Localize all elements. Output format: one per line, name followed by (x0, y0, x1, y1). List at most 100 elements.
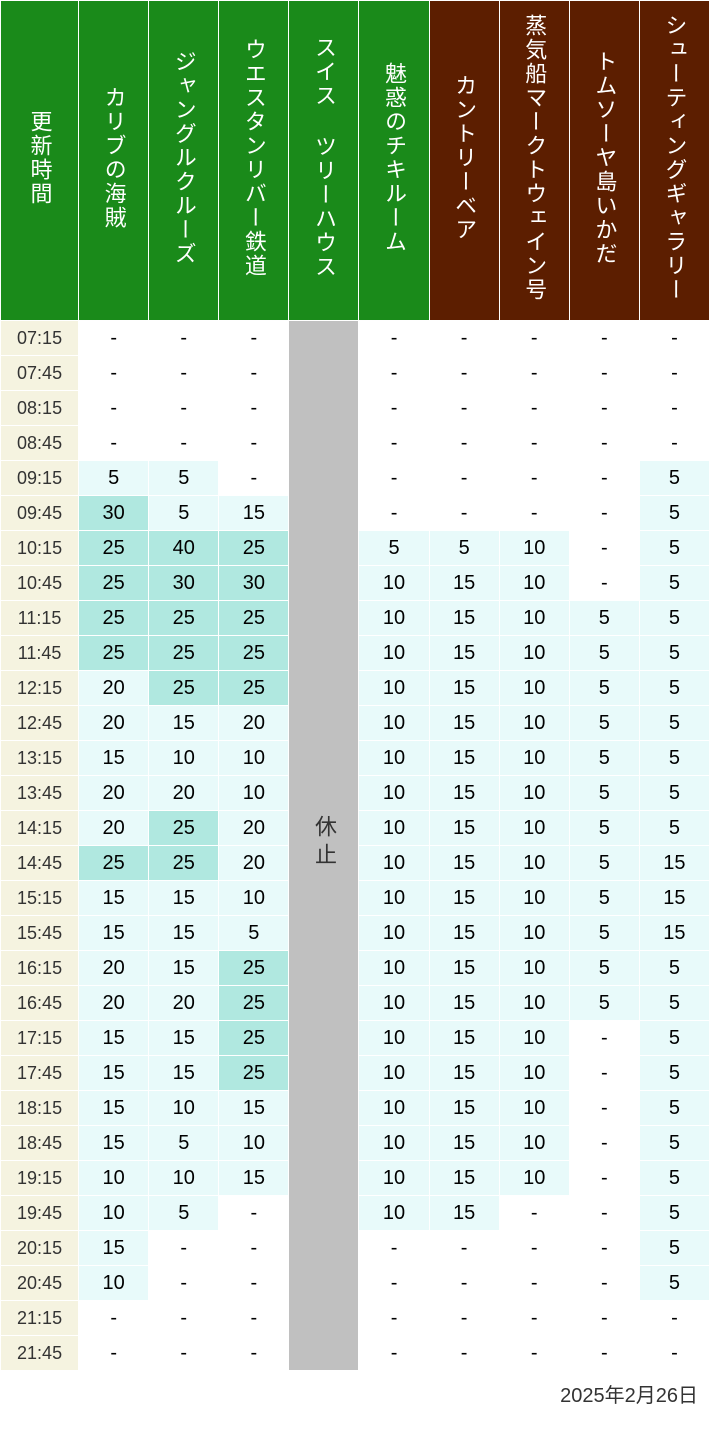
wait-cell: - (219, 461, 289, 496)
wait-time-table-container: 更新時間カリブの海賊ジャングルクルーズウエスタンリバー鉄道スイス ツリーハウス魅… (0, 0, 710, 1416)
table-body: 07:15---休止-----07:45--------08:15-------… (1, 321, 710, 1371)
wait-cell: 10 (219, 741, 289, 776)
wait-cell: 10 (359, 1021, 429, 1056)
wait-cell: - (569, 391, 639, 426)
wait-cell: - (219, 1196, 289, 1231)
wait-cell: - (149, 391, 219, 426)
wait-cell: 5 (639, 601, 709, 636)
time-cell: 14:15 (1, 811, 79, 846)
wait-cell: - (429, 356, 499, 391)
wait-cell: - (499, 1196, 569, 1231)
wait-cell: 5 (639, 1161, 709, 1196)
wait-cell: 15 (429, 1161, 499, 1196)
wait-cell: 15 (79, 1126, 149, 1161)
wait-cell: 10 (499, 916, 569, 951)
wait-cell: - (79, 1301, 149, 1336)
wait-cell: 15 (429, 986, 499, 1021)
wait-cell: - (569, 496, 639, 531)
wait-cell: 5 (639, 636, 709, 671)
wait-cell: - (569, 1301, 639, 1336)
wait-cell: - (79, 426, 149, 461)
wait-cell: 10 (499, 776, 569, 811)
wait-cell: 5 (569, 601, 639, 636)
header-row: 更新時間カリブの海賊ジャングルクルーズウエスタンリバー鉄道スイス ツリーハウス魅… (1, 1, 710, 321)
wait-cell: 15 (639, 881, 709, 916)
wait-cell: 15 (149, 916, 219, 951)
wait-cell: - (359, 461, 429, 496)
wait-cell: 5 (639, 496, 709, 531)
wait-cell: - (639, 391, 709, 426)
wait-cell: 10 (79, 1161, 149, 1196)
wait-cell: - (569, 1126, 639, 1161)
time-header-label: 更新時間 (24, 110, 56, 206)
wait-cell: 5 (639, 671, 709, 706)
time-cell: 15:45 (1, 916, 79, 951)
wait-cell: 30 (149, 566, 219, 601)
wait-cell: - (359, 1301, 429, 1336)
wait-cell: 25 (79, 601, 149, 636)
wait-cell: 10 (359, 566, 429, 601)
wait-cell: - (429, 391, 499, 426)
time-cell: 08:15 (1, 391, 79, 426)
wait-cell: 15 (429, 776, 499, 811)
wait-cell: - (219, 1301, 289, 1336)
wait-cell: 5 (639, 811, 709, 846)
wait-cell: 5 (219, 916, 289, 951)
wait-cell: - (149, 1336, 219, 1371)
wait-cell: - (79, 391, 149, 426)
wait-cell: 20 (79, 706, 149, 741)
wait-cell: 20 (149, 986, 219, 1021)
attraction-header-8: シューティングギャラリー (639, 1, 709, 321)
wait-cell: 5 (639, 1056, 709, 1091)
attraction-header-label: スイス ツリーハウス (308, 36, 340, 279)
wait-cell: 15 (149, 706, 219, 741)
wait-cell: - (569, 1196, 639, 1231)
wait-cell: 15 (429, 1056, 499, 1091)
attraction-header-label: ジャングルクルーズ (168, 50, 200, 266)
wait-cell: 5 (149, 1126, 219, 1161)
wait-cell: 10 (149, 1091, 219, 1126)
wait-cell: 5 (569, 846, 639, 881)
wait-cell: 5 (639, 1126, 709, 1161)
wait-cell: - (569, 1266, 639, 1301)
wait-cell: 10 (359, 636, 429, 671)
wait-cell: 25 (149, 811, 219, 846)
wait-cell: - (219, 391, 289, 426)
wait-cell: 10 (359, 1056, 429, 1091)
wait-cell: - (429, 461, 499, 496)
wait-cell: - (639, 1336, 709, 1371)
attraction-header-0: カリブの海賊 (79, 1, 149, 321)
wait-cell: 10 (499, 706, 569, 741)
wait-cell: 25 (149, 636, 219, 671)
wait-cell: - (79, 1336, 149, 1371)
wait-cell: - (429, 1231, 499, 1266)
time-cell: 17:45 (1, 1056, 79, 1091)
wait-cell: - (569, 1056, 639, 1091)
wait-cell: 25 (219, 951, 289, 986)
wait-cell: 25 (79, 566, 149, 601)
wait-cell: 25 (79, 531, 149, 566)
wait-cell: 15 (429, 846, 499, 881)
wait-cell: - (499, 461, 569, 496)
wait-cell: - (499, 1336, 569, 1371)
attraction-header-label: カリブの海賊 (98, 86, 130, 230)
wait-cell: 5 (149, 496, 219, 531)
wait-cell: - (499, 1231, 569, 1266)
wait-cell: - (359, 356, 429, 391)
wait-cell: 10 (359, 1196, 429, 1231)
wait-cell: - (639, 356, 709, 391)
wait-cell: 25 (219, 601, 289, 636)
attraction-header-label: シューティングギャラリー (658, 14, 690, 302)
wait-cell: 5 (149, 1196, 219, 1231)
wait-cell: 15 (639, 916, 709, 951)
wait-cell: 10 (499, 671, 569, 706)
wait-cell: 10 (219, 776, 289, 811)
time-cell: 12:15 (1, 671, 79, 706)
wait-cell: - (149, 321, 219, 356)
wait-cell: 15 (429, 706, 499, 741)
time-cell: 07:15 (1, 321, 79, 356)
wait-cell: 15 (79, 1021, 149, 1056)
wait-cell: 5 (639, 986, 709, 1021)
time-cell: 21:45 (1, 1336, 79, 1371)
wait-cell: 10 (499, 636, 569, 671)
